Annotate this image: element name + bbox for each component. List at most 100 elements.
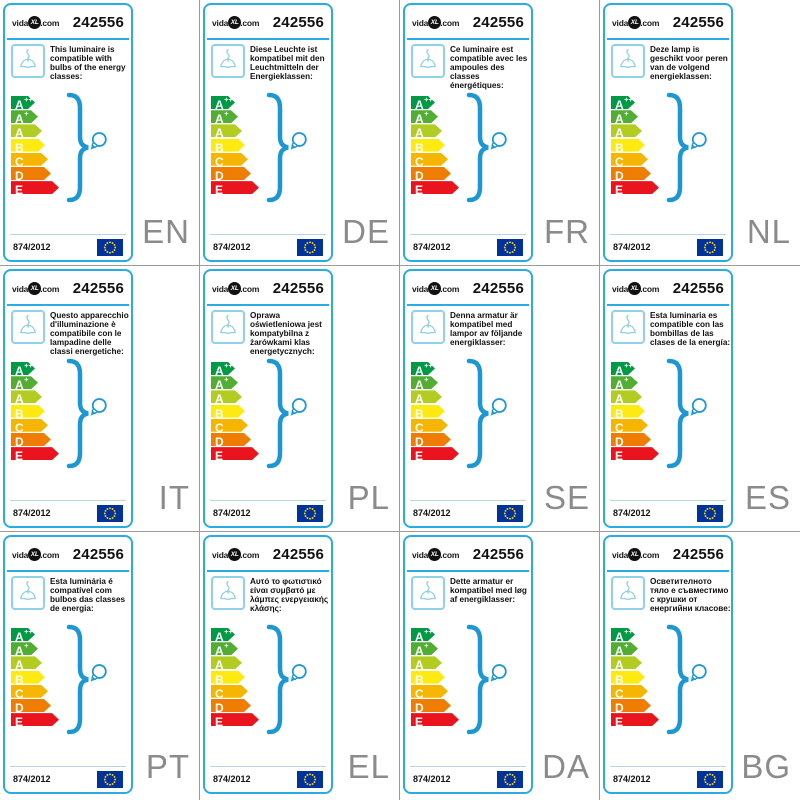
energy-class-letter: A [215,126,224,141]
energy-class-arrow: E [611,181,659,194]
light-bulb-icon [490,132,507,150]
light-bulb-icon [690,398,707,416]
logo-prefix: vida [612,549,629,560]
header-divider [407,570,529,572]
energy-class-letter: A [615,112,624,127]
energy-class-letter: A [615,630,624,644]
language-code: IT [158,479,190,516]
energy-class-arrow: B [11,671,45,684]
energy-class-letter: D [15,434,24,449]
energy-class-arrow: A [211,124,242,137]
energy-class-plus: ++ [424,360,433,370]
logo-prefix: vida [412,17,429,28]
energy-class-arrow: A+ [11,110,38,123]
eu-flag-icon [297,504,323,522]
energy-class-letter: B [415,672,424,687]
vidaxl-logo-icon: XL [428,16,442,29]
energy-class-arrow: E [611,713,659,726]
energy-class-letter: D [415,434,424,449]
vidaxl-logo-icon: XL [28,548,42,561]
pendant-lamp-icon [611,310,645,344]
header-divider [7,570,129,572]
energy-class-letter: B [615,140,624,155]
curly-brace-icon [266,358,289,469]
energy-class-arrow: A+ [411,110,438,123]
eu-stars [703,240,717,254]
brace-and-bulb-icon [466,358,507,469]
compatibility-text: Αυτό το φωτιστικό είναι συμβατό με λάμπε… [250,577,329,613]
energy-class-letter: D [615,434,624,449]
energy-class-plus: ++ [624,626,633,636]
energy-class-letter: A [15,112,24,127]
vidaxl-logo-icon: XL [28,282,42,295]
label-cell: vida XL .com 242556 Esta luminaria es comp… [600,266,800,532]
language-code: DA [542,748,590,785]
language-code: DE [342,213,390,250]
eu-flag-icon [697,238,723,256]
energy-class-plus: ++ [224,626,233,636]
compatibility-text: This luminaire is compatible with bulbs … [50,45,126,81]
compatibility-text: Oprawa oświetleniowa jest kompatybilna z… [250,311,322,356]
product-code: 242556 [672,280,724,297]
vidaxl-logo-icon: XL [428,282,442,295]
energy-class-arrow: A+ [211,110,238,123]
energy-label-card: vida XL .com 242556 Oprawa oświetleniowa j… [203,269,333,528]
eu-stars [303,506,317,520]
label-cell: vida XL .com 242556 Deze lamp is geschikt … [600,0,800,266]
energy-class-arrow: A [211,390,242,403]
eu-stars [503,506,517,520]
energy-class-arrow: B [211,139,245,152]
energy-class-letter: C [615,154,624,169]
energy-class-arrow: A [11,390,42,403]
product-code: 242556 [272,546,324,563]
header-divider [407,38,529,40]
energy-class-letter: D [615,168,624,183]
header-divider [607,570,729,572]
energy-class-arrow: C [611,685,648,698]
eu-flag-icon [497,238,523,256]
energy-class-arrows: A++ A+ A B C D E [211,362,331,461]
energy-class-plus: + [624,640,629,650]
energy-class-plus: + [24,108,29,118]
compatibility-text: Esta luminária é compatível com bulbos d… [50,577,126,613]
logo-suffix: .com [40,283,60,294]
energy-label-card: vida XL .com 242556 Esta luminária é compa… [3,535,133,794]
energy-label-card: vida XL .com 242556 Questo apparecchio d'i… [3,269,133,528]
card-footer: 874/2012 [410,766,526,789]
brace-and-bulb-icon [266,92,307,203]
light-bulb-icon [90,132,107,150]
energy-class-arrows: A++ A+ A B C D E [411,628,531,727]
product-code: 242556 [272,280,324,297]
energy-class-arrow: A [211,656,242,669]
vidaxl-logo-icon: XL [628,548,642,561]
energy-label-card: vida XL .com 242556 Ce luminaire est compa… [403,3,533,262]
energy-class-letter: B [15,406,24,421]
energy-class-arrow: E [211,713,259,726]
energy-class-arrow: A++ [611,362,635,375]
pendant-lamp-icon [611,44,645,78]
curly-brace-icon [66,358,89,469]
energy-class-arrow: C [411,685,448,698]
language-code: PL [347,479,390,516]
pendant-lamp-icon [211,576,245,610]
energy-class-arrow: A++ [11,362,35,375]
energy-class-arrow: A+ [411,376,438,389]
energy-class-letter: A [215,658,224,673]
eu-flag-icon [297,770,323,788]
product-code: 242556 [472,14,524,31]
eu-stars [303,772,317,786]
energy-class-letter: C [415,686,424,701]
light-bulb-icon [690,132,707,150]
energy-class-arrow: B [11,139,45,152]
energy-class-letter: A [415,630,424,644]
eu-stars [103,506,117,520]
card-header: vida XL .com 242556 [5,5,131,36]
energy-class-letter: A [215,98,224,112]
regulation-number: 874/2012 [13,242,51,252]
curly-brace-icon [666,624,689,735]
brace-and-bulb-icon [66,92,107,203]
curly-brace-icon [466,92,489,203]
energy-class-arrow: E [11,713,59,726]
energy-class-arrows: A++ A+ A B C D E [411,96,531,195]
